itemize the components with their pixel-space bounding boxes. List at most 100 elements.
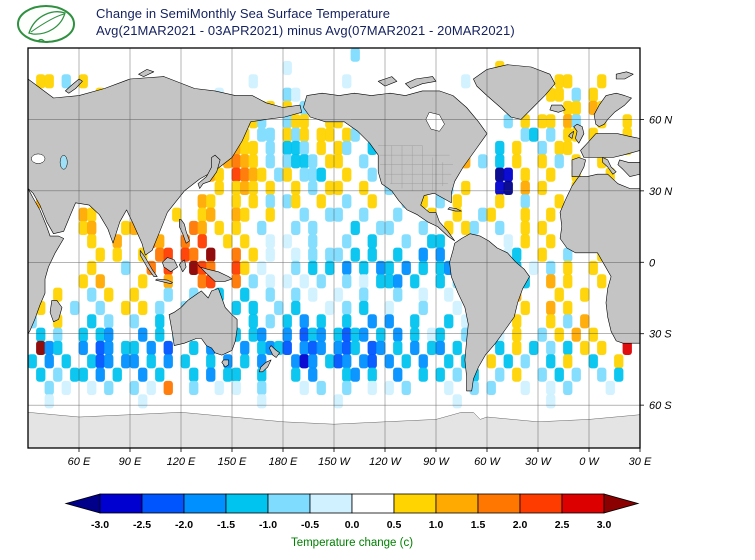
anomaly-cell [563,114,573,129]
anomaly-cell [546,380,556,395]
anomaly-cell [393,367,403,382]
anomaly-cell [248,300,258,315]
anomaly-cell [299,114,309,129]
anomaly-cell [299,207,309,222]
anomaly-cell [248,180,258,195]
lon-tick-label: 180 E [269,456,298,468]
anomaly-cell [299,354,309,369]
graticule [28,48,640,448]
anomaly-cell [418,367,428,382]
leaf-vein [30,13,65,33]
anomaly-cell [257,220,267,235]
colorbar: -3.0 -2.5 -2.0 -1.5 -1.0 -0.5 0.0 0.5 1.0 1.5 2.0 2… [64,493,640,549]
anomaly-cell [350,367,360,382]
land-philippines [179,219,190,244]
anomaly-cell [282,60,292,75]
anomaly-cell [121,260,131,275]
anomaly-cell [546,274,556,289]
anomaly-cell [520,354,530,369]
anomaly-cell [520,234,530,249]
anomaly-cell [163,354,173,369]
anomaly-cell [282,340,292,355]
anomaly-cell [308,354,318,369]
anomaly-cell [265,180,275,195]
anomaly-cell [240,154,250,169]
anomaly-cell [121,340,131,355]
anomaly-cell [189,220,199,235]
anomaly-cell [129,340,139,355]
anomaly-cell [291,140,301,155]
anomaly-cell [95,367,105,382]
anomaly-cell [410,340,420,355]
anomaly-cell [146,354,156,369]
anomaly-cell [563,100,573,115]
anomaly-cell [282,87,292,102]
anomaly-cell [512,140,522,155]
anomaly-cell [418,260,428,275]
anomaly-cell [291,114,301,129]
anomaly-cell [359,154,369,169]
anomaly-cell [529,340,539,355]
anomaly-cell [520,127,530,142]
anomaly-cell [104,287,114,302]
anomaly-cell [333,287,343,302]
anomaly-cell [265,274,275,289]
anomaly-cell [138,274,148,289]
anomaly-cell [563,74,573,89]
chart-title: Change in SemiMonthly Sea Surface Temper… [96,6,391,21]
anomaly-cell [537,180,547,195]
anomaly-cell [189,380,199,395]
anomaly-cell [435,327,445,342]
anomaly-cell [146,340,156,355]
anomaly-cell [393,207,403,222]
anomaly-cell [316,380,326,395]
anomaly-cell [197,194,207,209]
anomaly-cell [78,207,88,222]
land-scandinavia [593,92,632,127]
anomaly-cell [495,167,505,182]
anomaly-cell [495,140,505,155]
anomaly-cell [563,247,573,262]
anomaly-cell [299,127,309,142]
land-arctic-canada-1 [405,76,437,89]
anomaly-cell [469,220,479,235]
anomaly-cell [104,314,114,329]
anomaly-cell [291,127,301,142]
anomaly-cell [452,367,462,382]
anomaly-cell [146,380,156,395]
colorbar-segment [309,493,353,514]
anomaly-cell [367,234,377,249]
anomaly-cell [546,114,556,129]
anomaly-cell [393,274,403,289]
lat-tick-label: 0 [649,257,656,269]
anomaly-cell [367,247,377,262]
anomaly-cell [95,340,105,355]
anomaly-cell [206,354,216,369]
anomaly-cell [384,300,394,315]
anomaly-cell [571,367,581,382]
anomaly-cell [554,287,564,302]
anomaly-cell [359,354,369,369]
anomaly-cell [342,314,352,329]
logo-text-glyph [37,38,51,44]
anomaly-cell [478,154,488,169]
anomaly-cell [248,140,258,155]
anomaly-cell [563,127,573,142]
black-sea [31,153,46,164]
anomaly-cell [512,327,522,342]
anomaly-cell [299,327,309,342]
anomaly-cell [580,287,590,302]
anomaly-cell [359,327,369,342]
anomaly-cell [282,127,292,142]
anomaly-cell [503,180,513,195]
anomaly-cell [316,327,326,342]
anomaly-cell [308,367,318,382]
anomaly-cell [248,167,258,182]
anomaly-cell [36,327,46,342]
anomaly-cell [316,340,326,355]
anomaly-cell [138,394,148,409]
anomaly-cell [571,100,581,115]
anomaly-cell [121,220,131,235]
anomaly-cell [410,327,420,342]
